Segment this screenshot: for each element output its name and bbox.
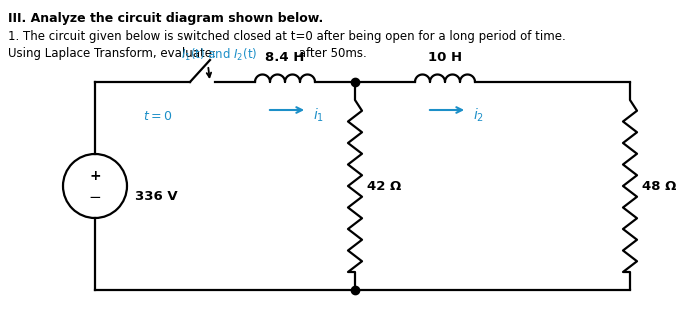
Text: III. Analyze the circuit diagram shown below.: III. Analyze the circuit diagram shown b… (8, 12, 323, 25)
Text: 48 Ω: 48 Ω (642, 180, 676, 192)
Text: $i_2$: $i_2$ (473, 107, 484, 124)
Text: $i_1$: $i_1$ (313, 107, 324, 124)
Text: 42 Ω: 42 Ω (367, 180, 401, 192)
Text: Using Laplace Transform, evaluate:: Using Laplace Transform, evaluate: (8, 47, 219, 60)
Text: 10 H: 10 H (428, 51, 462, 64)
Text: +: + (89, 169, 101, 183)
Text: after 50ms.: after 50ms. (295, 47, 367, 60)
Text: $t = 0$: $t = 0$ (143, 110, 173, 123)
Text: $I_1$(t) and $I_2$(t): $I_1$(t) and $I_2$(t) (181, 47, 257, 63)
Text: −: − (89, 191, 101, 205)
Text: 336 V: 336 V (135, 190, 178, 203)
Text: 8.4 H: 8.4 H (266, 51, 305, 64)
Text: 1. The circuit given below is switched closed at t=0 after being open for a long: 1. The circuit given below is switched c… (8, 30, 566, 43)
